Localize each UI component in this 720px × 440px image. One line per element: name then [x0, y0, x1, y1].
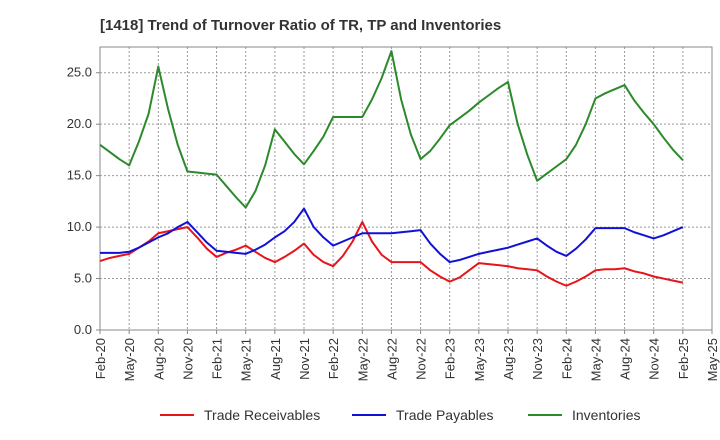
x-tick-label: May-25: [705, 338, 720, 381]
x-tick-label: Feb-21: [210, 338, 225, 379]
x-tick-label: Feb-25: [676, 338, 691, 379]
series-line-trade-receivables: [99, 220, 684, 287]
y-tick-labels: 0.0 5.0 10.0 15.0 20.0 25.0: [67, 65, 92, 337]
series-line-inventories: [99, 50, 684, 209]
legend-label: Trade Payables: [396, 407, 494, 423]
y-tick-label: 10.0: [67, 219, 92, 234]
x-tick-label: Feb-23: [443, 338, 458, 379]
axes: [96, 46, 713, 334]
y-tick-label: 20.0: [67, 116, 92, 131]
x-tick-label: Aug-21: [268, 338, 283, 380]
plot-frame: [99, 46, 713, 331]
x-tick-label: May-20: [122, 338, 137, 381]
y-tick-label: 0.0: [74, 322, 92, 337]
legend: Trade Receivables Trade Payables Inventori…: [160, 407, 640, 423]
x-tick-label: Nov-23: [530, 338, 545, 380]
x-tick-label: May-23: [472, 338, 487, 381]
x-tick-label: Aug-20: [151, 338, 166, 380]
x-tick-label: Feb-24: [559, 338, 574, 379]
x-tick-label: Feb-22: [326, 338, 341, 379]
y-tick-label: 15.0: [67, 168, 92, 183]
series-line-trade-payables: [100, 207, 684, 264]
y-tick-label: 25.0: [67, 65, 92, 80]
x-tick-label: May-24: [588, 338, 603, 381]
x-tick-label: Aug-23: [501, 338, 516, 380]
series-lines: [99, 50, 684, 287]
x-tick-label: Nov-21: [297, 338, 312, 380]
x-tick-label: Feb-20: [93, 338, 108, 379]
x-tick-label: Nov-24: [647, 338, 662, 380]
x-tick-labels: Feb-20 May-20 Aug-20 Nov-20 Feb-21 May-21 Aug-…: [93, 338, 720, 381]
legend-label: Trade Receivables: [204, 407, 320, 423]
x-tick-label: May-21: [239, 338, 254, 381]
x-tick-label: Nov-22: [414, 338, 429, 380]
x-tick-label: May-22: [355, 338, 370, 381]
chart-title: [1418] Trend of Turnover Ratio of TR, TP…: [100, 17, 501, 34]
legend-label: Inventories: [572, 407, 640, 423]
x-tick-label: Nov-20: [180, 338, 195, 380]
x-tick-label: Aug-24: [618, 338, 633, 380]
x-tick-label: Aug-22: [384, 338, 399, 380]
y-tick-label: 5.0: [74, 271, 92, 286]
gridlines: [100, 47, 712, 330]
